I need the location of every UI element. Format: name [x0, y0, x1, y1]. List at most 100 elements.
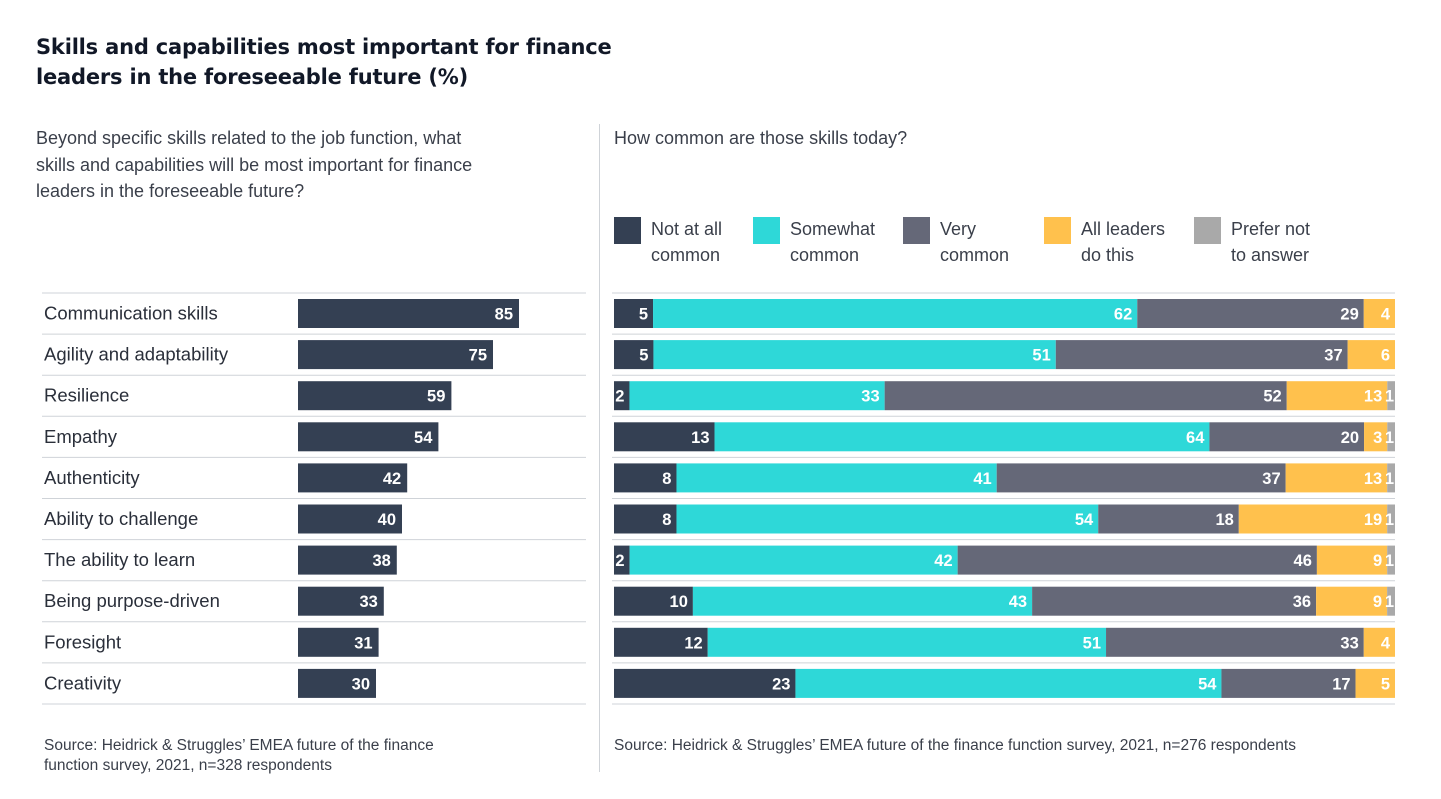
- data-label: 5: [639, 306, 648, 324]
- segment-being-purpose-driven-prefer-not-to-answer: [1387, 586, 1395, 616]
- legend-swatch: [1194, 217, 1221, 244]
- segment-being-purpose-driven-somewhat-common: [692, 586, 1033, 616]
- segment-foresight-all-leaders-do-this: [1363, 627, 1395, 657]
- data-label: 54: [1198, 675, 1217, 693]
- legend-swatch: [903, 217, 930, 244]
- category-label-creativity: Creativity: [44, 672, 122, 693]
- segment-communication-skills-very-common: [1137, 299, 1364, 328]
- chart-title: Skills and capabilities most important f…: [36, 35, 612, 89]
- legend-label: Somewhat common: [790, 219, 876, 265]
- data-label: 1: [1385, 511, 1394, 529]
- legend-swatch: [614, 217, 641, 244]
- data-label: 59: [427, 388, 445, 406]
- legend-swatch: [753, 217, 780, 244]
- data-label: 9: [1373, 593, 1382, 611]
- data-label: 1: [1385, 429, 1394, 447]
- segment-the-ability-to-learn-all-leaders-do-this: [1316, 545, 1388, 575]
- segment-ability-to-challenge-prefer-not-to-answer: [1387, 504, 1395, 534]
- data-label: 42: [383, 470, 401, 488]
- data-label: 2: [615, 388, 624, 406]
- segment-foresight-somewhat-common: [707, 627, 1107, 657]
- data-label: 41: [973, 470, 991, 488]
- data-label: 52: [1263, 388, 1281, 406]
- bar-authenticity: [298, 463, 408, 493]
- segment-being-purpose-driven-all-leaders-do-this: [1316, 586, 1388, 616]
- segment-authenticity-all-leaders-do-this: [1285, 463, 1388, 493]
- segment-agility-and-adaptability-somewhat-common: [653, 340, 1056, 370]
- category-label-agility-and-adaptability: Agility and adaptability: [44, 344, 229, 365]
- data-label: 54: [414, 429, 433, 447]
- data-label: 38: [372, 552, 390, 570]
- segment-ability-to-challenge-all-leaders-do-this: [1238, 504, 1388, 534]
- category-label-being-purpose-driven: Being purpose-driven: [44, 590, 220, 611]
- segment-resilience-not-at-all-common: [614, 381, 630, 411]
- data-label: 64: [1186, 429, 1205, 447]
- segment-agility-and-adaptability-all-leaders-do-this: [1347, 340, 1395, 370]
- data-label: 8: [662, 470, 671, 488]
- segment-foresight-not-at-all-common: [614, 627, 708, 657]
- segment-empathy-not-at-all-common: [614, 422, 715, 452]
- data-label: 10: [670, 593, 688, 611]
- bar-resilience: [298, 381, 452, 411]
- segment-communication-skills-somewhat-common: [653, 299, 1138, 328]
- segment-the-ability-to-learn-very-common: [957, 545, 1317, 575]
- data-label: 12: [684, 634, 702, 652]
- bar-foresight: [298, 627, 379, 657]
- data-label: 4: [1381, 634, 1391, 652]
- data-label: 18: [1215, 511, 1233, 529]
- segment-authenticity-somewhat-common: [676, 463, 997, 493]
- data-label: 51: [1083, 634, 1101, 652]
- data-label: 37: [1324, 347, 1342, 365]
- segment-the-ability-to-learn-not-at-all-common: [614, 545, 630, 575]
- data-label: 20: [1341, 429, 1359, 447]
- segment-creativity-somewhat-common: [795, 668, 1222, 698]
- data-label: 1: [1385, 470, 1394, 488]
- category-label-empathy: Empathy: [44, 426, 118, 447]
- legend-label: Not at all common: [651, 219, 723, 265]
- data-label: 1: [1385, 388, 1394, 406]
- segment-empathy-very-common: [1209, 422, 1365, 452]
- bar-communication-skills: [298, 299, 519, 328]
- data-label: 33: [861, 388, 879, 406]
- segment-foresight-very-common: [1106, 627, 1364, 657]
- right-source-note: Source: Heidrick & Struggles’ EMEA futur…: [614, 737, 1296, 754]
- right-question: How common are those skills today?: [614, 128, 908, 148]
- segment-communication-skills-not-at-all-common: [614, 299, 654, 328]
- bar-being-purpose-driven: [298, 586, 384, 616]
- segment-ability-to-challenge-not-at-all-common: [614, 504, 677, 534]
- category-label-the-ability-to-learn: The ability to learn: [44, 549, 195, 570]
- data-label: 13: [1364, 470, 1382, 488]
- data-label: 29: [1340, 306, 1358, 324]
- segment-ability-to-challenge-somewhat-common: [676, 504, 1099, 534]
- data-label: 5: [639, 347, 648, 365]
- bar-creativity: [298, 668, 376, 698]
- data-label: 3: [1373, 429, 1382, 447]
- legend-swatch: [1044, 217, 1071, 244]
- data-label: 36: [1293, 593, 1311, 611]
- data-label: 43: [1009, 593, 1027, 611]
- segment-resilience-somewhat-common: [629, 381, 885, 411]
- data-label: 5: [1381, 675, 1390, 693]
- segment-resilience-prefer-not-to-answer: [1387, 381, 1395, 411]
- bar-ability-to-challenge: [298, 504, 402, 534]
- legend-label: Very common: [940, 219, 1010, 265]
- bar-agility-and-adaptability: [298, 340, 493, 370]
- legend-label: All leaders do this: [1081, 219, 1166, 265]
- data-label: 62: [1114, 306, 1132, 324]
- data-label: 17: [1332, 675, 1350, 693]
- data-label: 8: [662, 511, 671, 529]
- data-label: 13: [1364, 388, 1382, 406]
- segment-resilience-all-leaders-do-this: [1286, 381, 1388, 411]
- segment-ability-to-challenge-very-common: [1098, 504, 1239, 534]
- left-question: Beyond specific skills related to the jo…: [36, 128, 473, 201]
- data-label: 33: [1340, 634, 1358, 652]
- segment-the-ability-to-learn-somewhat-common: [629, 545, 958, 575]
- bar-empathy: [298, 422, 439, 452]
- data-label: 54: [1075, 511, 1094, 529]
- data-label: 37: [1262, 470, 1280, 488]
- category-label-authenticity: Authenticity: [44, 467, 140, 488]
- data-label: 40: [378, 511, 396, 529]
- data-label: 19: [1364, 511, 1382, 529]
- segment-being-purpose-driven-not-at-all-common: [614, 586, 693, 616]
